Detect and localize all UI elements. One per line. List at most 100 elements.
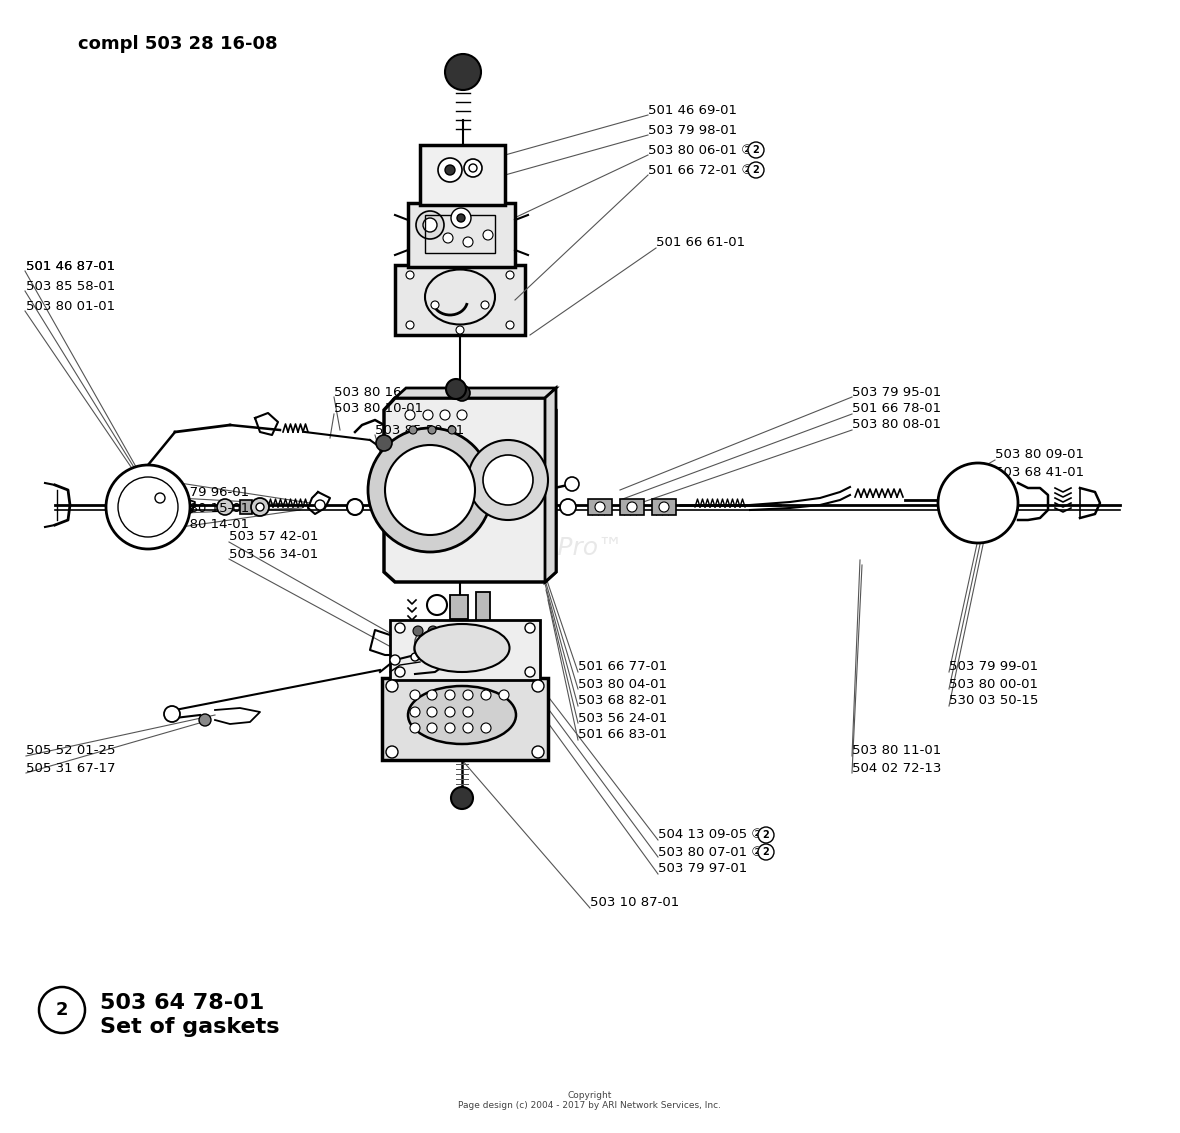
Circle shape	[395, 667, 405, 678]
Circle shape	[155, 493, 165, 503]
Circle shape	[409, 690, 420, 700]
Circle shape	[199, 714, 211, 726]
Text: 501 66 61-01: 501 66 61-01	[656, 237, 745, 249]
Text: 504 02 72-13: 504 02 72-13	[852, 761, 942, 775]
Text: 2: 2	[762, 847, 769, 857]
Circle shape	[758, 827, 774, 843]
Text: 503 80 06-01 ②: 503 80 06-01 ②	[648, 144, 753, 156]
Text: 503 79 96-01: 503 79 96-01	[160, 486, 249, 499]
Text: 501 46 87-01: 501 46 87-01	[26, 259, 116, 273]
Circle shape	[385, 445, 476, 535]
Circle shape	[463, 723, 473, 733]
Polygon shape	[391, 620, 540, 680]
Circle shape	[658, 502, 669, 512]
Circle shape	[468, 164, 477, 172]
Circle shape	[106, 465, 190, 550]
Text: 501 66 78-01: 501 66 78-01	[852, 402, 942, 416]
Text: 2: 2	[762, 830, 769, 840]
Text: 505 31 67-17: 505 31 67-17	[26, 761, 116, 775]
Text: 2: 2	[753, 145, 760, 155]
Circle shape	[463, 690, 473, 700]
Text: 503 80 00-01: 503 80 00-01	[949, 678, 1038, 690]
Circle shape	[748, 162, 763, 178]
Circle shape	[560, 499, 576, 516]
Circle shape	[455, 326, 464, 334]
Circle shape	[481, 301, 489, 309]
Circle shape	[406, 321, 414, 329]
Circle shape	[454, 385, 470, 401]
Circle shape	[417, 211, 444, 239]
Text: 503 10 87-01: 503 10 87-01	[590, 896, 680, 910]
Circle shape	[445, 165, 455, 174]
Circle shape	[445, 723, 455, 733]
Circle shape	[347, 499, 363, 516]
Circle shape	[457, 214, 465, 222]
Polygon shape	[382, 678, 548, 760]
Text: 503 79 95-01: 503 79 95-01	[852, 385, 942, 399]
Text: 501 46 69-01: 501 46 69-01	[648, 103, 738, 117]
Ellipse shape	[414, 624, 510, 672]
Circle shape	[981, 488, 990, 499]
Text: 503 85 59-01: 503 85 59-01	[375, 424, 464, 436]
Circle shape	[451, 787, 473, 809]
Text: 503 79 98-01: 503 79 98-01	[648, 123, 738, 136]
Text: 503 80 01-01: 503 80 01-01	[26, 299, 116, 313]
Circle shape	[464, 159, 481, 177]
Text: 503 57 42-01: 503 57 42-01	[229, 530, 319, 544]
Circle shape	[422, 410, 433, 420]
Text: 503 80 14-01: 503 80 14-01	[160, 519, 249, 531]
Circle shape	[445, 54, 481, 90]
Text: 503 80 04-01: 503 80 04-01	[578, 678, 667, 690]
Circle shape	[445, 690, 455, 700]
Circle shape	[451, 208, 471, 228]
Circle shape	[386, 746, 398, 758]
Text: 505 52 01-25: 505 52 01-25	[26, 744, 116, 758]
Circle shape	[748, 142, 763, 157]
Text: 504 13 09-05 ②: 504 13 09-05 ②	[658, 828, 763, 842]
Circle shape	[391, 655, 400, 665]
Text: 2: 2	[753, 165, 760, 174]
Circle shape	[499, 690, 509, 700]
Circle shape	[427, 723, 437, 733]
Circle shape	[409, 707, 420, 717]
Text: 503 68 82-01: 503 68 82-01	[578, 695, 667, 707]
Circle shape	[256, 503, 264, 511]
Circle shape	[506, 271, 514, 279]
Circle shape	[251, 499, 269, 516]
Circle shape	[525, 667, 535, 678]
Text: 503 64 78-01: 503 64 78-01	[100, 993, 264, 1013]
Circle shape	[442, 233, 453, 242]
Circle shape	[406, 271, 414, 279]
Circle shape	[395, 623, 405, 633]
Circle shape	[506, 321, 514, 329]
Text: 503 80 15-01: 503 80 15-01	[160, 503, 249, 516]
Circle shape	[422, 218, 437, 232]
FancyBboxPatch shape	[653, 499, 676, 516]
Text: 503 80 08-01: 503 80 08-01	[852, 418, 940, 432]
Circle shape	[483, 230, 493, 240]
Circle shape	[448, 426, 455, 434]
FancyBboxPatch shape	[476, 593, 490, 620]
Text: Set of gaskets: Set of gaskets	[100, 1017, 280, 1037]
Text: 501 66 77-01: 501 66 77-01	[578, 661, 667, 673]
Circle shape	[431, 301, 439, 309]
Circle shape	[532, 680, 544, 692]
Circle shape	[463, 237, 473, 247]
Circle shape	[427, 707, 437, 717]
FancyBboxPatch shape	[240, 500, 253, 514]
Circle shape	[463, 707, 473, 717]
Text: 503 79 99-01: 503 79 99-01	[949, 661, 1038, 673]
Text: 501 46 87-01: 501 46 87-01	[26, 259, 116, 273]
Text: ARI Parts Pro™: ARI Parts Pro™	[437, 536, 623, 560]
Text: compl 503 28 16-08: compl 503 28 16-08	[78, 35, 277, 53]
Circle shape	[595, 502, 605, 512]
Text: 501 66 83-01: 501 66 83-01	[578, 729, 667, 741]
FancyBboxPatch shape	[450, 595, 468, 619]
Circle shape	[532, 746, 544, 758]
Text: 501 66 72-01 ②: 501 66 72-01 ②	[648, 163, 753, 177]
Polygon shape	[420, 145, 505, 205]
Bar	[425, 215, 494, 253]
Text: 503 68 41-01: 503 68 41-01	[995, 466, 1084, 478]
Circle shape	[481, 690, 491, 700]
Circle shape	[525, 623, 535, 633]
